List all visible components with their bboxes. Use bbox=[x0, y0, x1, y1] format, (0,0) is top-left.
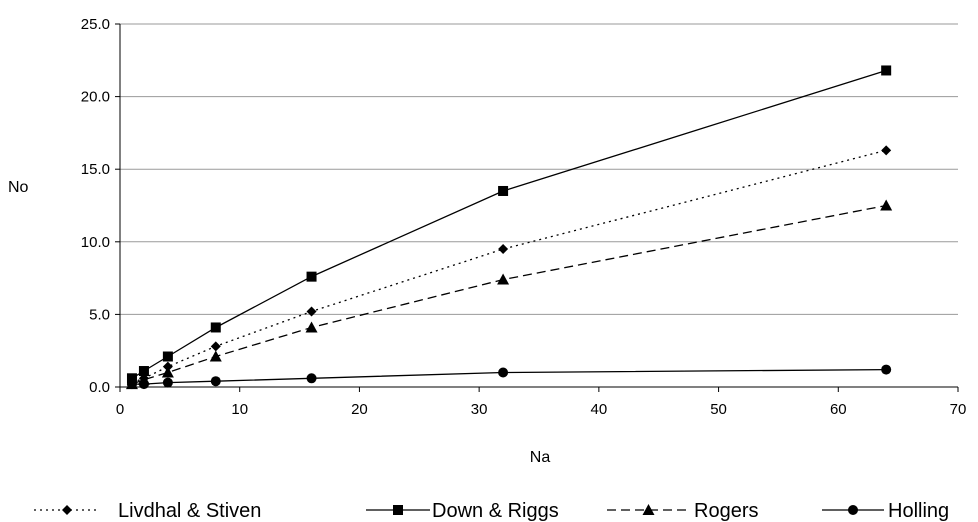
legend-marker-livdhal-stiven bbox=[62, 505, 72, 515]
y-tick-label: 25.0 bbox=[81, 16, 110, 33]
legend: Livdhal & Stiven Down & Riggs Rogers Hollin… bbox=[34, 500, 949, 522]
series-line-holling bbox=[132, 368, 887, 385]
y-tick-label: 15.0 bbox=[81, 161, 110, 178]
x-tick-label: 50 bbox=[710, 401, 727, 418]
data-point-holling bbox=[138, 379, 149, 390]
y-tick-label: 0.0 bbox=[89, 379, 110, 396]
data-point-holling bbox=[126, 379, 137, 390]
x-axis-title: Na bbox=[530, 449, 551, 466]
data-point-down-riggs bbox=[138, 366, 149, 377]
y-tick-label: 20.0 bbox=[81, 89, 110, 106]
legend-marker-holling bbox=[848, 505, 858, 515]
x-tick-label: 20 bbox=[351, 401, 368, 418]
legend-label-down-riggs: Down & Riggs bbox=[432, 500, 559, 522]
data-point-holling bbox=[210, 376, 221, 387]
data-point-livdhal-stiven bbox=[881, 145, 892, 156]
data-point-down-riggs bbox=[306, 271, 317, 282]
data-point-down-riggs bbox=[210, 322, 221, 333]
data-point-rogers bbox=[880, 199, 893, 211]
data-point-holling bbox=[881, 364, 892, 375]
y-axis-title: No bbox=[8, 179, 29, 196]
x-tick-label: 60 bbox=[830, 401, 847, 418]
data-point-rogers bbox=[305, 321, 318, 333]
x-tick-label: 70 bbox=[950, 401, 967, 418]
data-point-down-riggs bbox=[162, 351, 173, 362]
series-line-rogers bbox=[131, 204, 887, 385]
data-point-down-riggs bbox=[498, 185, 509, 196]
data-point-holling bbox=[498, 367, 509, 378]
data-point-rogers bbox=[497, 273, 510, 285]
data-point-rogers bbox=[161, 366, 174, 378]
legend-label-rogers: Rogers bbox=[694, 500, 758, 522]
legend-marker-down-riggs bbox=[393, 505, 403, 515]
legend-label-holling: Holling bbox=[888, 500, 949, 522]
data-point-livdhal-stiven bbox=[306, 306, 317, 317]
x-tick-label: 30 bbox=[471, 401, 488, 418]
data-point-holling bbox=[162, 377, 173, 388]
data-point-holling bbox=[306, 373, 317, 384]
legend-marker-rogers bbox=[642, 504, 655, 515]
gridlines bbox=[120, 23, 958, 315]
axes bbox=[115, 23, 959, 392]
data-point-rogers bbox=[209, 350, 222, 362]
series-group bbox=[125, 65, 893, 390]
legend-label-livdhal-stiven: Livdhal & Stiven bbox=[118, 500, 261, 522]
series-line-down-riggs bbox=[131, 69, 887, 379]
x-tick-label: 0 bbox=[116, 401, 124, 418]
y-tick-label: 10.0 bbox=[81, 234, 110, 251]
y-tick-label: 5.0 bbox=[89, 306, 110, 323]
x-tick-label: 40 bbox=[591, 401, 608, 418]
data-point-livdhal-stiven bbox=[498, 244, 509, 255]
data-point-livdhal-stiven bbox=[210, 341, 221, 352]
data-point-down-riggs bbox=[881, 65, 892, 76]
x-tick-label: 10 bbox=[231, 401, 248, 418]
tick-labels: 0.0 5.0 10.0 15.0 20.0 25.0 0 10 20 30 40 50 60 70 bbox=[81, 16, 967, 418]
